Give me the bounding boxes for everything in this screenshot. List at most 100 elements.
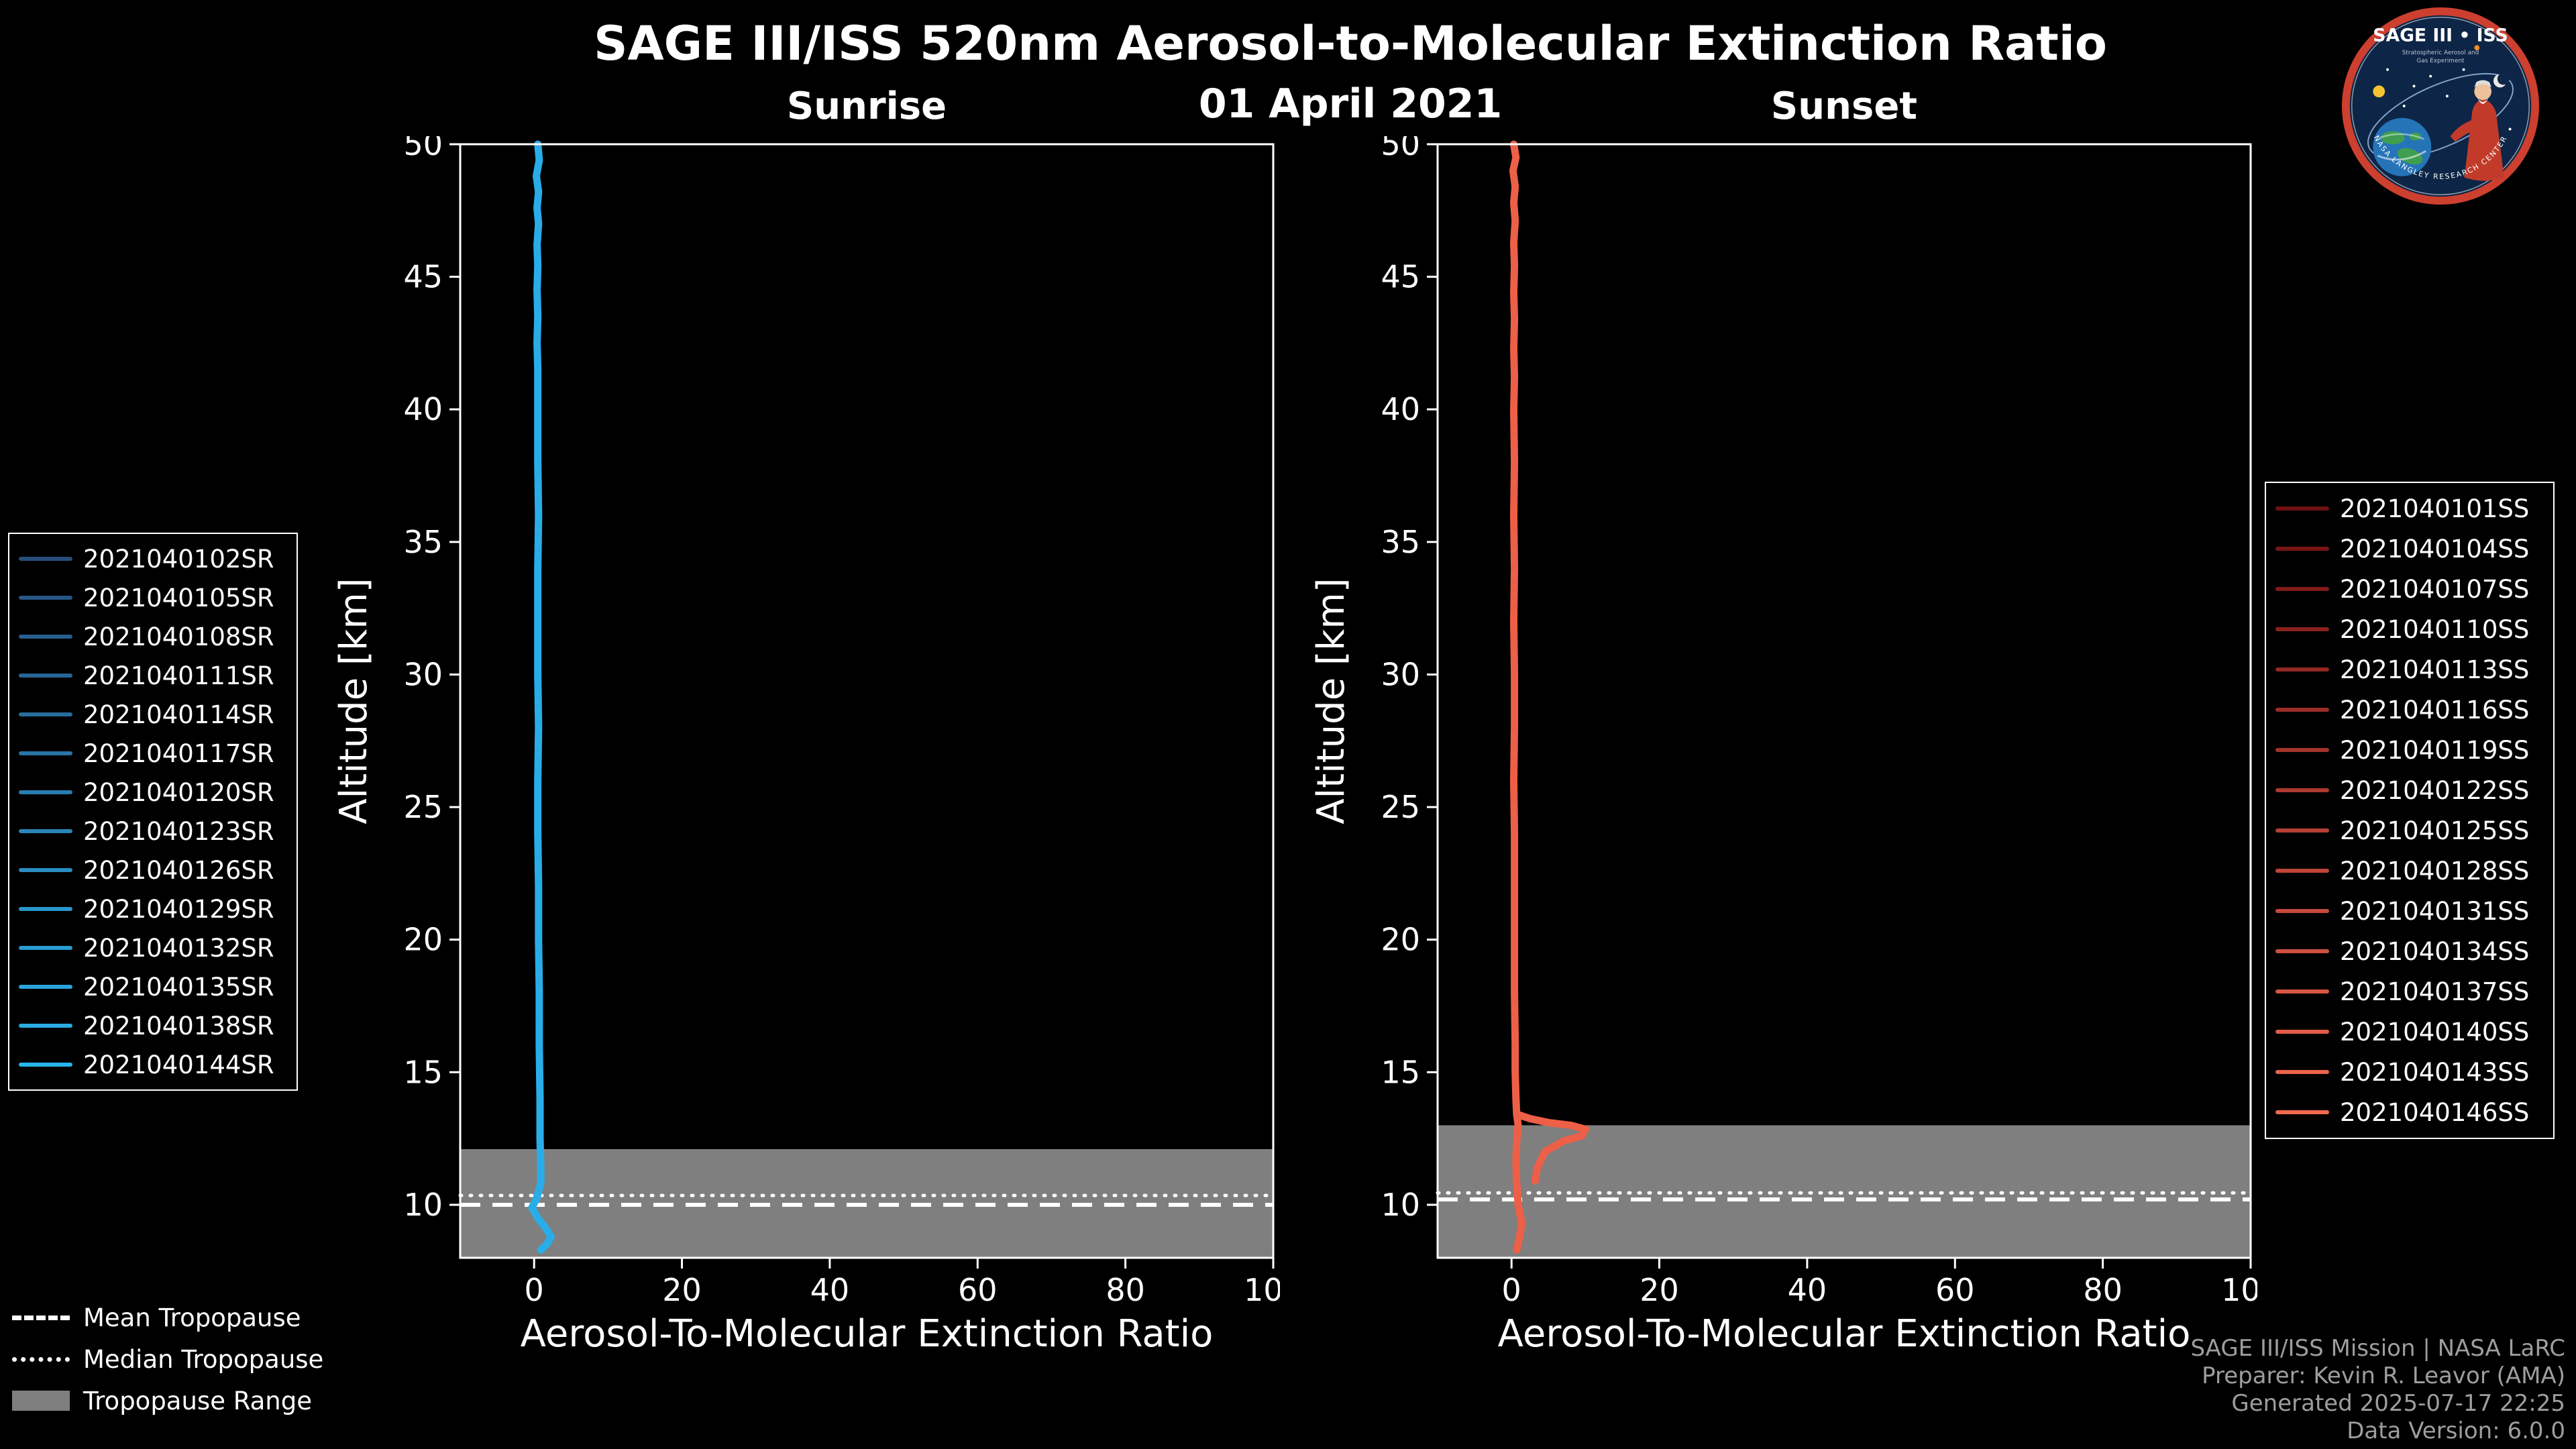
logo-title: SAGE III • ISS	[2373, 25, 2508, 46]
legend-entry: 2021040117SR	[19, 734, 287, 773]
y-tick-label: 10	[1381, 1187, 1420, 1223]
legend-line-swatch	[2275, 869, 2329, 873]
credits-block: SAGE III/ISS Mission | NASA LaRC Prepare…	[2190, 1335, 2565, 1445]
sunset-profile-spur	[1514, 1111, 1589, 1185]
legend-entry: 2021040128SS	[2275, 851, 2544, 891]
sunset-legend: 2021040101SS 2021040104SS 2021040107SS 2021…	[2265, 482, 2555, 1139]
legend-entry-label: 2021040114SR	[83, 700, 274, 729]
legend-entry-label: 2021040113SS	[2340, 655, 2530, 684]
legend-entry: 2021040114SR	[19, 695, 287, 734]
y-tick-label: 30	[1381, 657, 1420, 693]
x-axis-label: Aerosol-To-Molecular Extinction Ratio	[1498, 1312, 2191, 1356]
logo-subtitle-2: Gas Experiment	[2416, 58, 2465, 64]
sunset-plot: 0 20 40 60 80 100 10 15 20 25 30 35 40 45 50 Aerosol-To…	[1309, 136, 2257, 1356]
y-tick-label: 45	[1381, 259, 1420, 295]
legend-line-swatch	[2275, 1070, 2329, 1074]
legend-entry: 2021040138SR	[19, 1006, 287, 1045]
legend-entry-label: 2021040111SR	[83, 661, 274, 690]
legend-entry-label: 2021040105SR	[83, 583, 274, 612]
legend-entry-label: 2021040123SR	[83, 816, 274, 846]
legend-entry: 2021040137SS	[2275, 971, 2544, 1012]
y-tick-label: 50	[1381, 136, 1420, 162]
x-tick-label: 0	[525, 1272, 544, 1308]
y-tick-label: 35	[403, 524, 443, 560]
sunset-panel-title: Sunset	[1770, 85, 1918, 128]
legend-line-swatch	[19, 596, 72, 600]
legend-line-swatch	[19, 829, 72, 833]
legend-entry: 2021040122SS	[2275, 770, 2544, 810]
legend-entry-label: 2021040144SR	[83, 1050, 274, 1079]
legend-entry-label: 2021040138SR	[83, 1011, 274, 1040]
legend-line-swatch	[2275, 1110, 2329, 1114]
sunrise-plot: 0 20 40 60 80 100 10 15 20 25 30 35 40 45 50 Aerosol-To…	[332, 136, 1280, 1356]
legend-entry: 2021040134SS	[2275, 931, 2544, 971]
x-tick-label: 0	[1502, 1272, 1521, 1308]
legend-entry-label: 2021040117SR	[83, 739, 274, 768]
legend-line-swatch	[2275, 989, 2329, 994]
legend-entry: 2021040110SS	[2275, 609, 2544, 649]
planet-icon	[2474, 45, 2480, 51]
x-axis-label: Aerosol-To-Molecular Extinction Ratio	[521, 1312, 1214, 1356]
plot-frame	[459, 143, 1275, 1259]
logo-subtitle-1: Stratospheric Aerosol and	[2402, 50, 2479, 56]
legend-entry-label: 2021040132SR	[83, 933, 274, 963]
y-tick-label: 35	[1381, 524, 1420, 560]
legend-entry: 2021040132SR	[19, 928, 287, 967]
legend-line-swatch	[19, 985, 72, 989]
y-tick-label: 45	[403, 259, 443, 295]
legend-entry: 2021040102SR	[19, 539, 287, 578]
legend-line-swatch	[19, 790, 72, 794]
legend-line-swatch	[2275, 587, 2329, 591]
legend-entry: 2021040135SR	[19, 967, 287, 1006]
legend-entry: 2021040123SR	[19, 812, 287, 851]
legend-line-swatch	[2275, 828, 2329, 833]
legend-entry-label: 2021040102SR	[83, 544, 274, 574]
sunrise-profile-bundle	[528, 140, 555, 1254]
legend-entry-label: 2021040107SS	[2340, 574, 2530, 604]
x-tick-label: 100	[2221, 1272, 2257, 1308]
legend-line-swatch	[2275, 1030, 2329, 1034]
legend-entry: 2021040129SR	[19, 890, 287, 928]
legend-entry: 2021040146SS	[2275, 1092, 2544, 1132]
y-tick-label: 40	[1381, 391, 1420, 427]
legend-entry: 2021040131SS	[2275, 891, 2544, 931]
tropopause-range-label: Tropopause Range	[83, 1386, 313, 1415]
x-tick-label: 40	[1788, 1272, 1827, 1308]
tropopause-legend: Mean Tropopause Median Tropopause Tropop…	[12, 1303, 323, 1415]
x-tick-label: 60	[1935, 1272, 1975, 1308]
legend-line-swatch	[2275, 748, 2329, 752]
y-tick-label: 50	[403, 136, 443, 162]
y-axis-label: Altitude [km]	[1309, 578, 1353, 824]
legend-line-swatch	[19, 557, 72, 561]
legend-line-swatch	[2275, 949, 2329, 953]
legend-entry-label: 2021040104SS	[2340, 534, 2530, 564]
legend-entry-label: 2021040134SS	[2340, 936, 2530, 966]
x-tick-label: 20	[1640, 1272, 1679, 1308]
legend-entry: 2021040143SS	[2275, 1052, 2544, 1092]
legend-line-swatch	[19, 712, 72, 716]
legend-line-swatch	[19, 946, 72, 950]
moon-icon	[2493, 72, 2510, 88]
mean-tropopause-legend-entry: Mean Tropopause	[12, 1303, 323, 1332]
y-tick-label: 20	[1381, 922, 1420, 958]
legend-entry: 2021040104SS	[2275, 529, 2544, 569]
legend-line-swatch	[19, 1063, 72, 1067]
legend-entry: 2021040113SS	[2275, 649, 2544, 690]
legend-line-swatch	[2275, 909, 2329, 913]
legend-entry-label: 2021040140SS	[2340, 1017, 2530, 1046]
legend-entry-label: 2021040120SR	[83, 777, 274, 807]
legend-line-swatch	[19, 868, 72, 872]
y-tick-label: 40	[403, 391, 443, 427]
plot-frame	[1436, 143, 2252, 1259]
y-tick-label: 15	[403, 1054, 443, 1090]
legend-line-swatch	[19, 635, 72, 639]
x-tick-label: 20	[662, 1272, 702, 1308]
dotted-line-icon	[12, 1356, 70, 1362]
y-tick-label: 15	[1381, 1054, 1420, 1090]
legend-entry: 2021040101SS	[2275, 488, 2544, 529]
y-tick-label: 30	[403, 657, 443, 693]
legend-entry-label: 2021040126SR	[83, 855, 274, 885]
sage-iii-iss-logo: SAGE III • ISS Stratospheric Aerosol and…	[2341, 7, 2540, 205]
tropopause-range-legend-entry: Tropopause Range	[12, 1386, 323, 1415]
